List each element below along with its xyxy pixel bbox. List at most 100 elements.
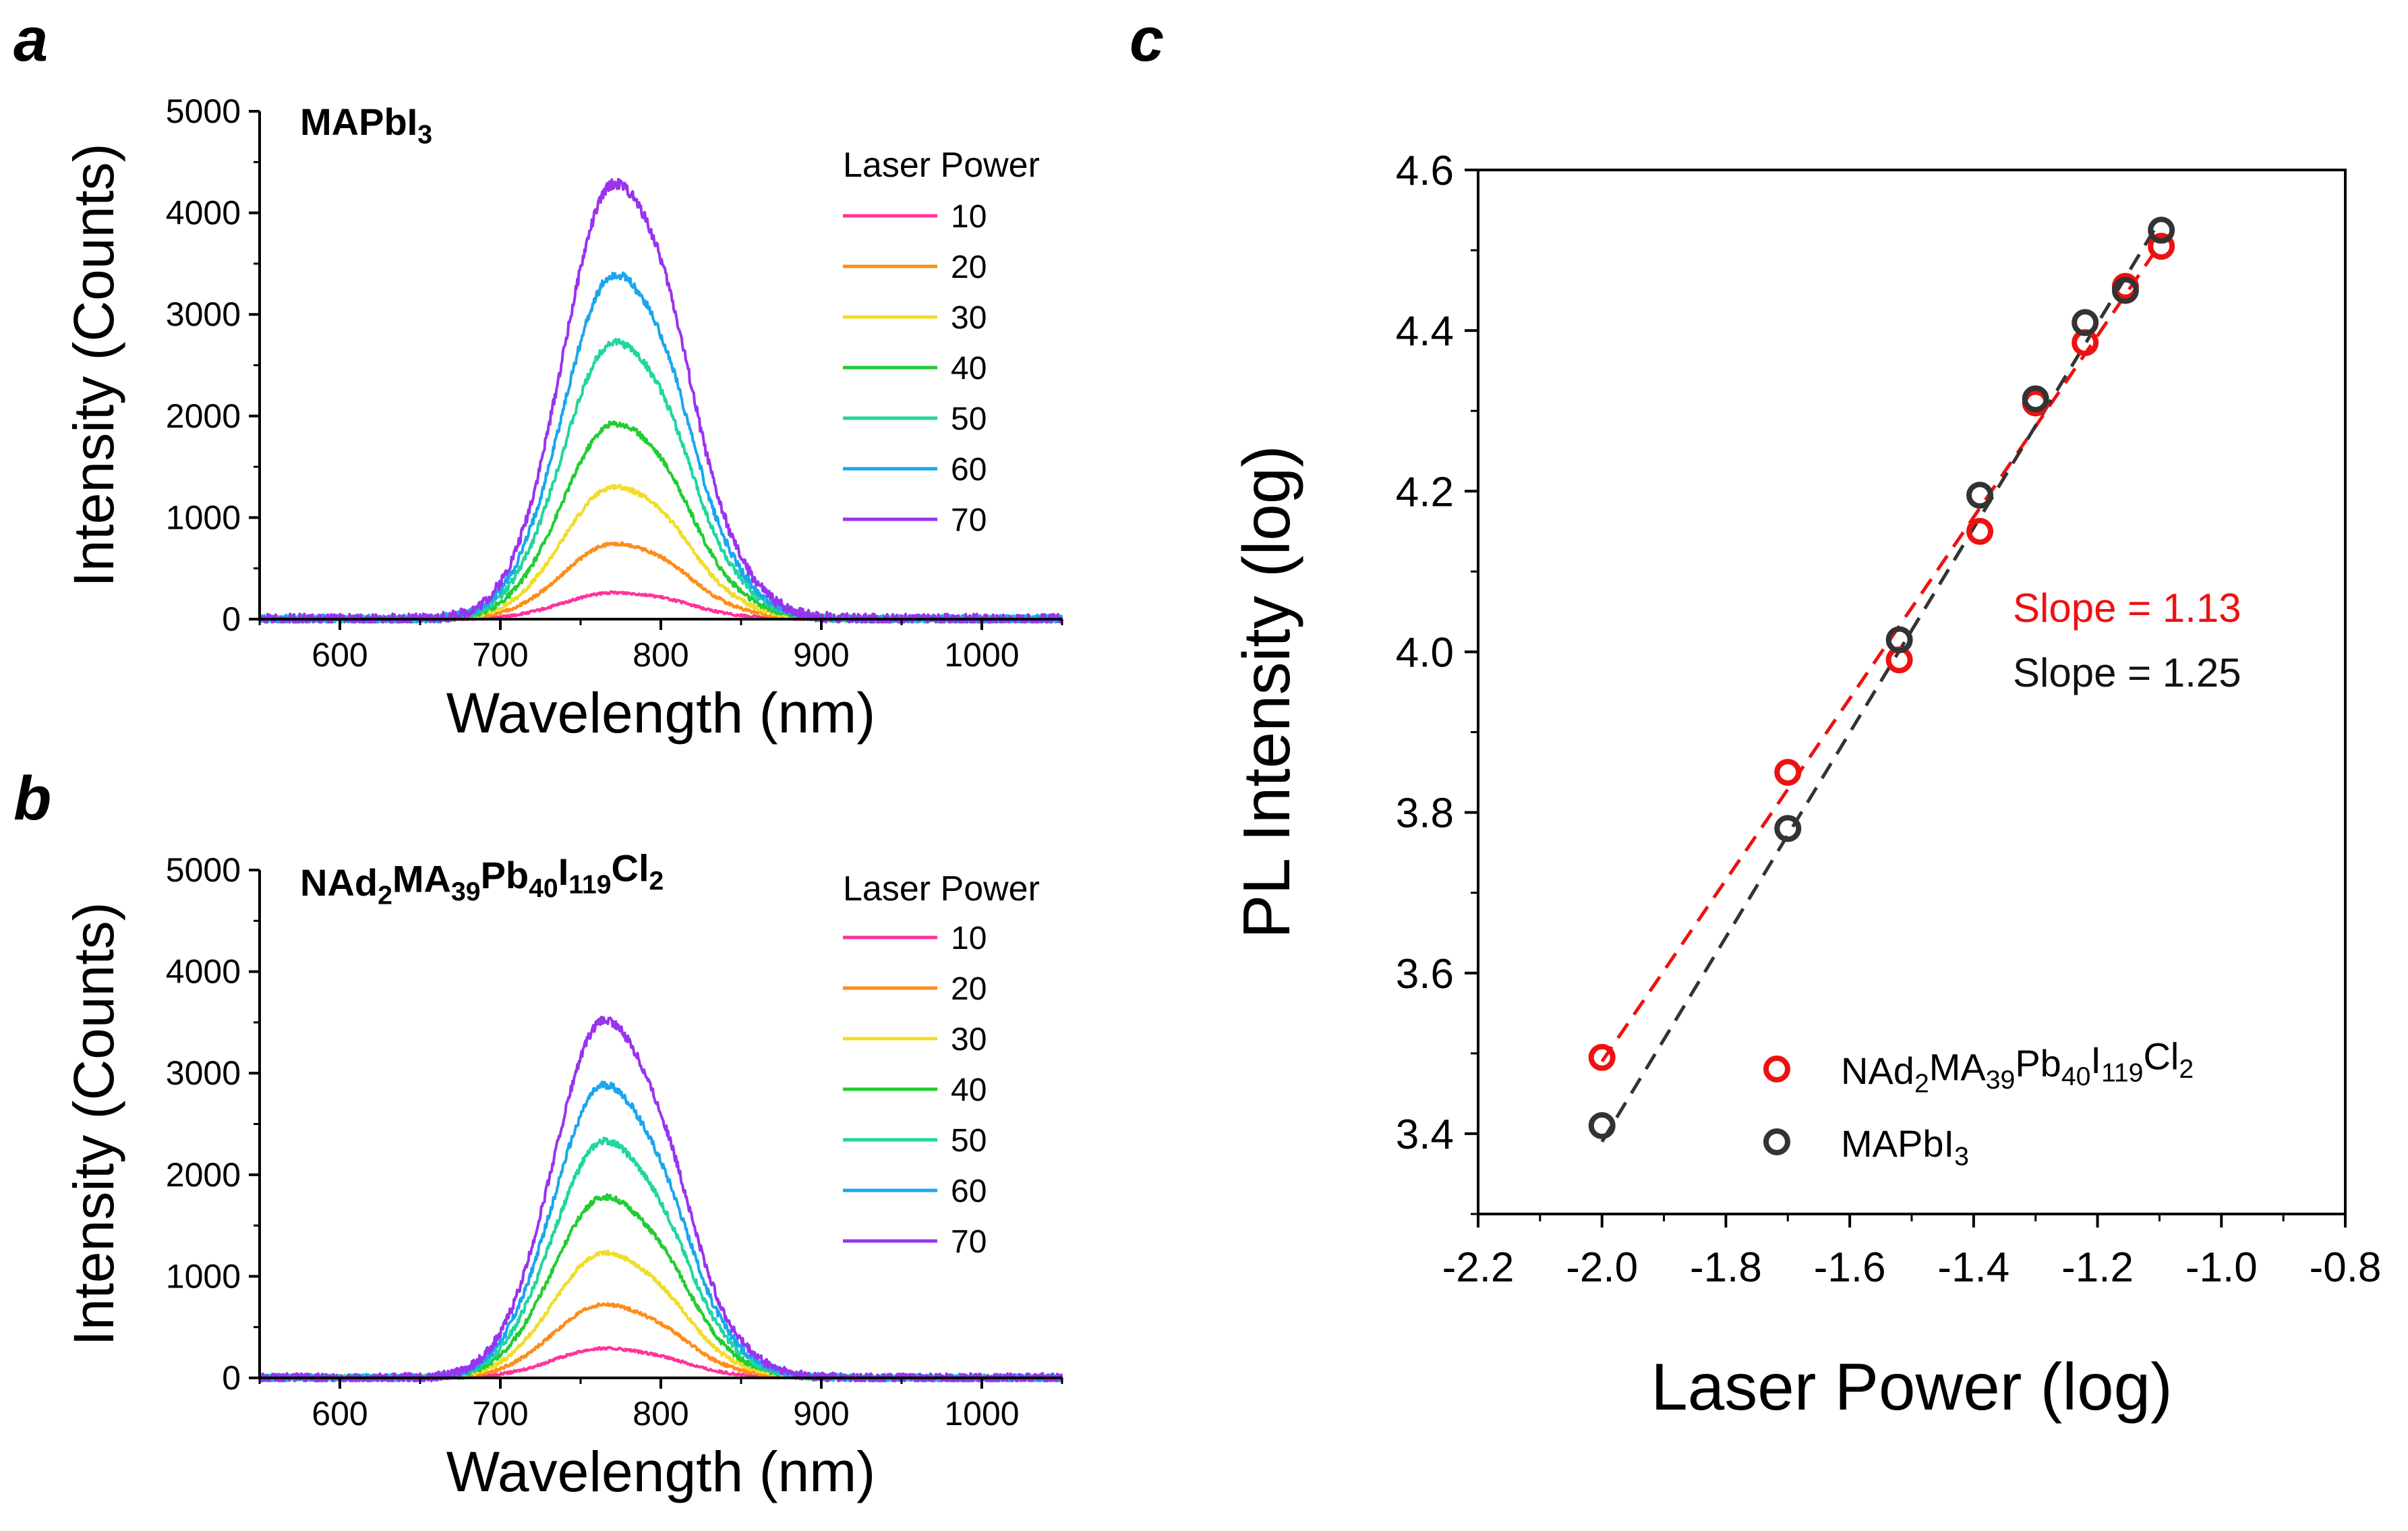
data-point-1-1	[1774, 815, 1802, 842]
x-tick-label: -1.8	[1690, 1244, 1762, 1291]
y-tick-label: 4.4	[1396, 308, 1454, 355]
data-point-1-4	[2022, 385, 2049, 413]
legend-title: Laser Power	[843, 146, 1040, 185]
panel-a: a 600 700 800 900 1000 0 1000 2000 3000 4000 5000 Wa…	[13, 5, 1063, 745]
legend-label-40: 40	[951, 351, 987, 386]
subscript: 39	[451, 877, 481, 906]
chart-title: NAd2MA39Pb40I119Cl2	[300, 846, 664, 910]
x-tick-label: 600	[312, 1395, 368, 1433]
y-tick-label: 0	[222, 1359, 241, 1397]
subscript: 119	[568, 870, 611, 899]
chart-title: MAPbI3	[300, 100, 432, 150]
legend-label-20: 20	[951, 250, 987, 285]
subscript: 2	[649, 867, 664, 896]
legend-label-10: 10	[951, 199, 987, 235]
data-point-1-2	[1885, 626, 1913, 654]
x-tick-label: 900	[793, 1395, 849, 1433]
legend-title: Laser Power	[843, 869, 1040, 908]
text-run: Pb	[2015, 1042, 2061, 1085]
x-axis-title: Wavelength (nm)	[446, 681, 875, 745]
x-tick-label: -1.2	[2061, 1244, 2134, 1291]
x-tick-label: 700	[472, 636, 528, 674]
subscript: 119	[2101, 1058, 2143, 1087]
text-run: Pb	[481, 854, 529, 896]
panel-label-a: a	[13, 5, 48, 74]
series-line-70	[258, 177, 1063, 624]
legend-label-30: 30	[951, 300, 987, 336]
y-tick-label: 2000	[166, 397, 241, 435]
panel-b: b 600 700 800 900 1000 0 1000 2000 3000 4000 5000 Wa…	[13, 764, 1063, 1503]
panel-label-c: c	[1129, 5, 1164, 74]
legend-label-10: 10	[951, 921, 987, 956]
data-point-0-7	[2148, 233, 2175, 260]
text-run: MA	[1929, 1046, 1987, 1089]
slope-label-1: Slope = 1.25	[2013, 650, 2241, 695]
y-tick-label: 4000	[166, 194, 241, 232]
data-point-1-5	[2072, 309, 2099, 337]
y-tick-label: 1000	[166, 1257, 241, 1295]
data-point-1-7	[2148, 216, 2175, 244]
x-tick-label: -2.0	[1566, 1244, 1638, 1291]
x-tick-label: 1000	[944, 636, 1019, 674]
y-tick-label: 4.6	[1396, 148, 1454, 194]
x-axis-title: Wavelength (nm)	[446, 1440, 875, 1503]
subscript: 2	[1914, 1070, 1929, 1099]
x-tick-label: -2.2	[1442, 1244, 1515, 1291]
data-point-0-3	[1966, 517, 1994, 545]
x-tick-label: 900	[793, 636, 849, 674]
legend-label-50: 50	[951, 1123, 987, 1159]
y-tick-label: 3.4	[1396, 1111, 1454, 1158]
slope-label-0: Slope = 1.13	[2013, 585, 2241, 631]
legend-label-20: 20	[951, 971, 987, 1007]
y-tick-label: 4.0	[1396, 629, 1454, 676]
data-point-1-3	[1966, 482, 1994, 509]
x-tick-label: -1.6	[1814, 1244, 1886, 1291]
y-tick-label: 4.2	[1396, 469, 1454, 515]
text-run: Cl	[612, 846, 649, 889]
legend-marker-0	[1763, 1056, 1790, 1082]
y-tick-label: 4000	[166, 953, 241, 991]
legend-label-1: MAPbI3	[1841, 1122, 1969, 1172]
text-run: NAd	[300, 861, 378, 904]
legend-label-70: 70	[951, 502, 987, 538]
text-run: I	[2090, 1039, 2101, 1081]
data-point-1-0	[1588, 1112, 1616, 1140]
y-axis-title: Intensity (Counts)	[62, 902, 125, 1346]
text-run: MAPbI	[1841, 1122, 1954, 1165]
y-axis-title: Intensity (Counts)	[62, 143, 125, 587]
subscript: 40	[529, 874, 558, 903]
subscript: 39	[1986, 1066, 2016, 1095]
subscript: 40	[2061, 1062, 2091, 1091]
panel-label-b: b	[13, 764, 51, 833]
x-axis-title: Laser Power (log)	[1651, 1350, 2172, 1424]
text-run: I	[558, 850, 569, 893]
legend-label-40: 40	[951, 1072, 987, 1108]
fit-line-0	[1600, 241, 2163, 1063]
x-tick-label: 1000	[944, 1395, 1019, 1433]
x-tick-label: 700	[472, 1395, 528, 1433]
x-tick-label: 600	[312, 636, 368, 674]
subscript: 3	[1954, 1143, 1969, 1172]
y-tick-label: 5000	[166, 851, 241, 889]
legend-label-50: 50	[951, 401, 987, 437]
legend-marker-1	[1763, 1128, 1790, 1155]
x-tick-label: 800	[633, 1395, 688, 1433]
subscript: 2	[2179, 1055, 2194, 1084]
panel-c: c -2.2 -2.0 -1.8 -1.6 -1.4 -1.2 -1.0 -0.8 3.4 3.6 3…	[1129, 5, 2381, 1424]
text-run: NAd	[1841, 1049, 1914, 1092]
y-tick-label: 0	[222, 600, 241, 638]
x-tick-label: -1.0	[2185, 1244, 2258, 1291]
x-tick-label: -0.8	[2310, 1244, 2382, 1291]
data-point-0-0	[1588, 1043, 1616, 1071]
y-tick-label: 5000	[166, 92, 241, 130]
legend-label-30: 30	[951, 1022, 987, 1058]
text-run: MAPbI	[300, 100, 417, 143]
subscript: 2	[378, 882, 392, 911]
text-run: Cl	[2143, 1035, 2179, 1077]
fit-line-1	[1600, 217, 2163, 1143]
x-tick-label: -1.4	[1937, 1244, 2009, 1291]
y-tick-label: 3.6	[1396, 951, 1454, 998]
subscript: 3	[417, 121, 432, 150]
y-tick-label: 3000	[166, 295, 241, 333]
